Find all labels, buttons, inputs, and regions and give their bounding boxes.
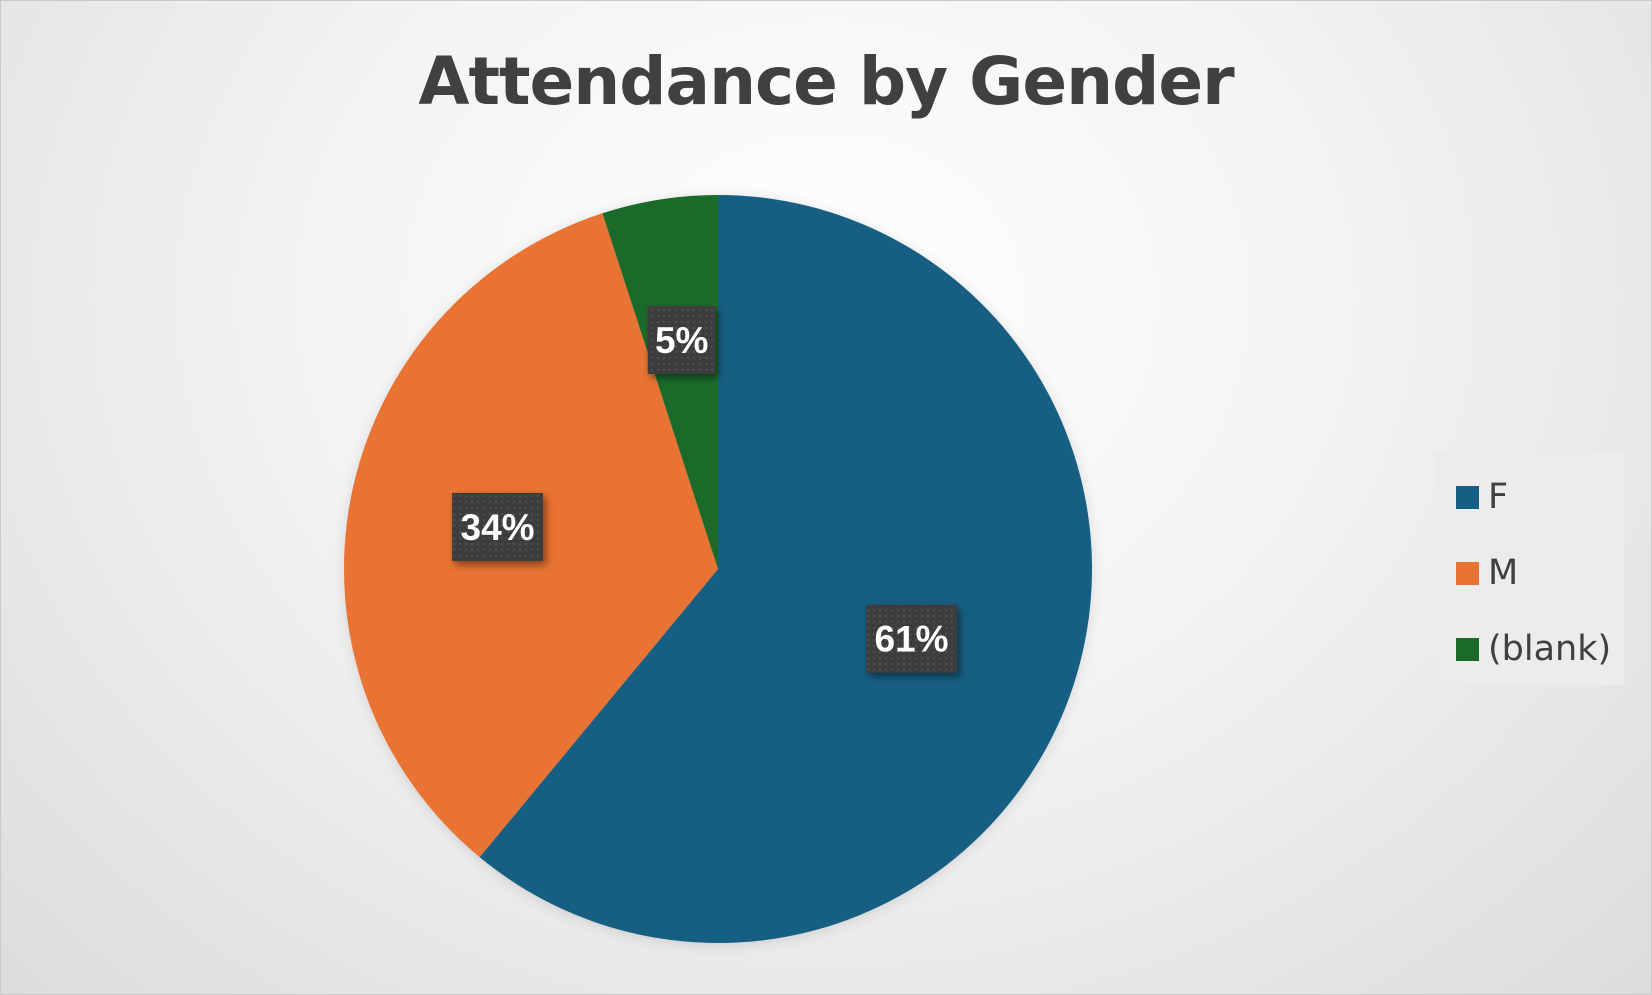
data-label-text-f: 61% (875, 619, 949, 660)
legend-item-m: M (1456, 553, 1518, 593)
legend-item-blank: (blank) (1456, 629, 1611, 669)
data-label-m: 34% (452, 492, 544, 561)
data-label-text-blank: 5% (655, 320, 708, 361)
legend: F M (blank) (1434, 453, 1624, 685)
legend-label-blank: (blank) (1488, 629, 1612, 669)
data-label-texture-f (866, 604, 958, 673)
legend-swatch-m (1456, 561, 1479, 585)
pie-slice-blank (602, 195, 718, 569)
pie-slice-f (479, 195, 1093, 943)
data-label-f: 61% (866, 604, 958, 673)
data-label-texture-blank (647, 305, 716, 374)
legend-label-m: M (1488, 553, 1519, 593)
data-label-texture-m (452, 492, 544, 561)
data-label-blank: 5% (647, 305, 716, 374)
legend-label-f: F (1488, 477, 1509, 517)
data-label-text-m: 34% (461, 507, 535, 548)
legend-item-f: F (1456, 477, 1508, 517)
chart-title: Attendance by Gender (418, 43, 1234, 120)
legend-swatch-blank (1456, 637, 1479, 661)
legend-swatch-f (1456, 485, 1479, 509)
